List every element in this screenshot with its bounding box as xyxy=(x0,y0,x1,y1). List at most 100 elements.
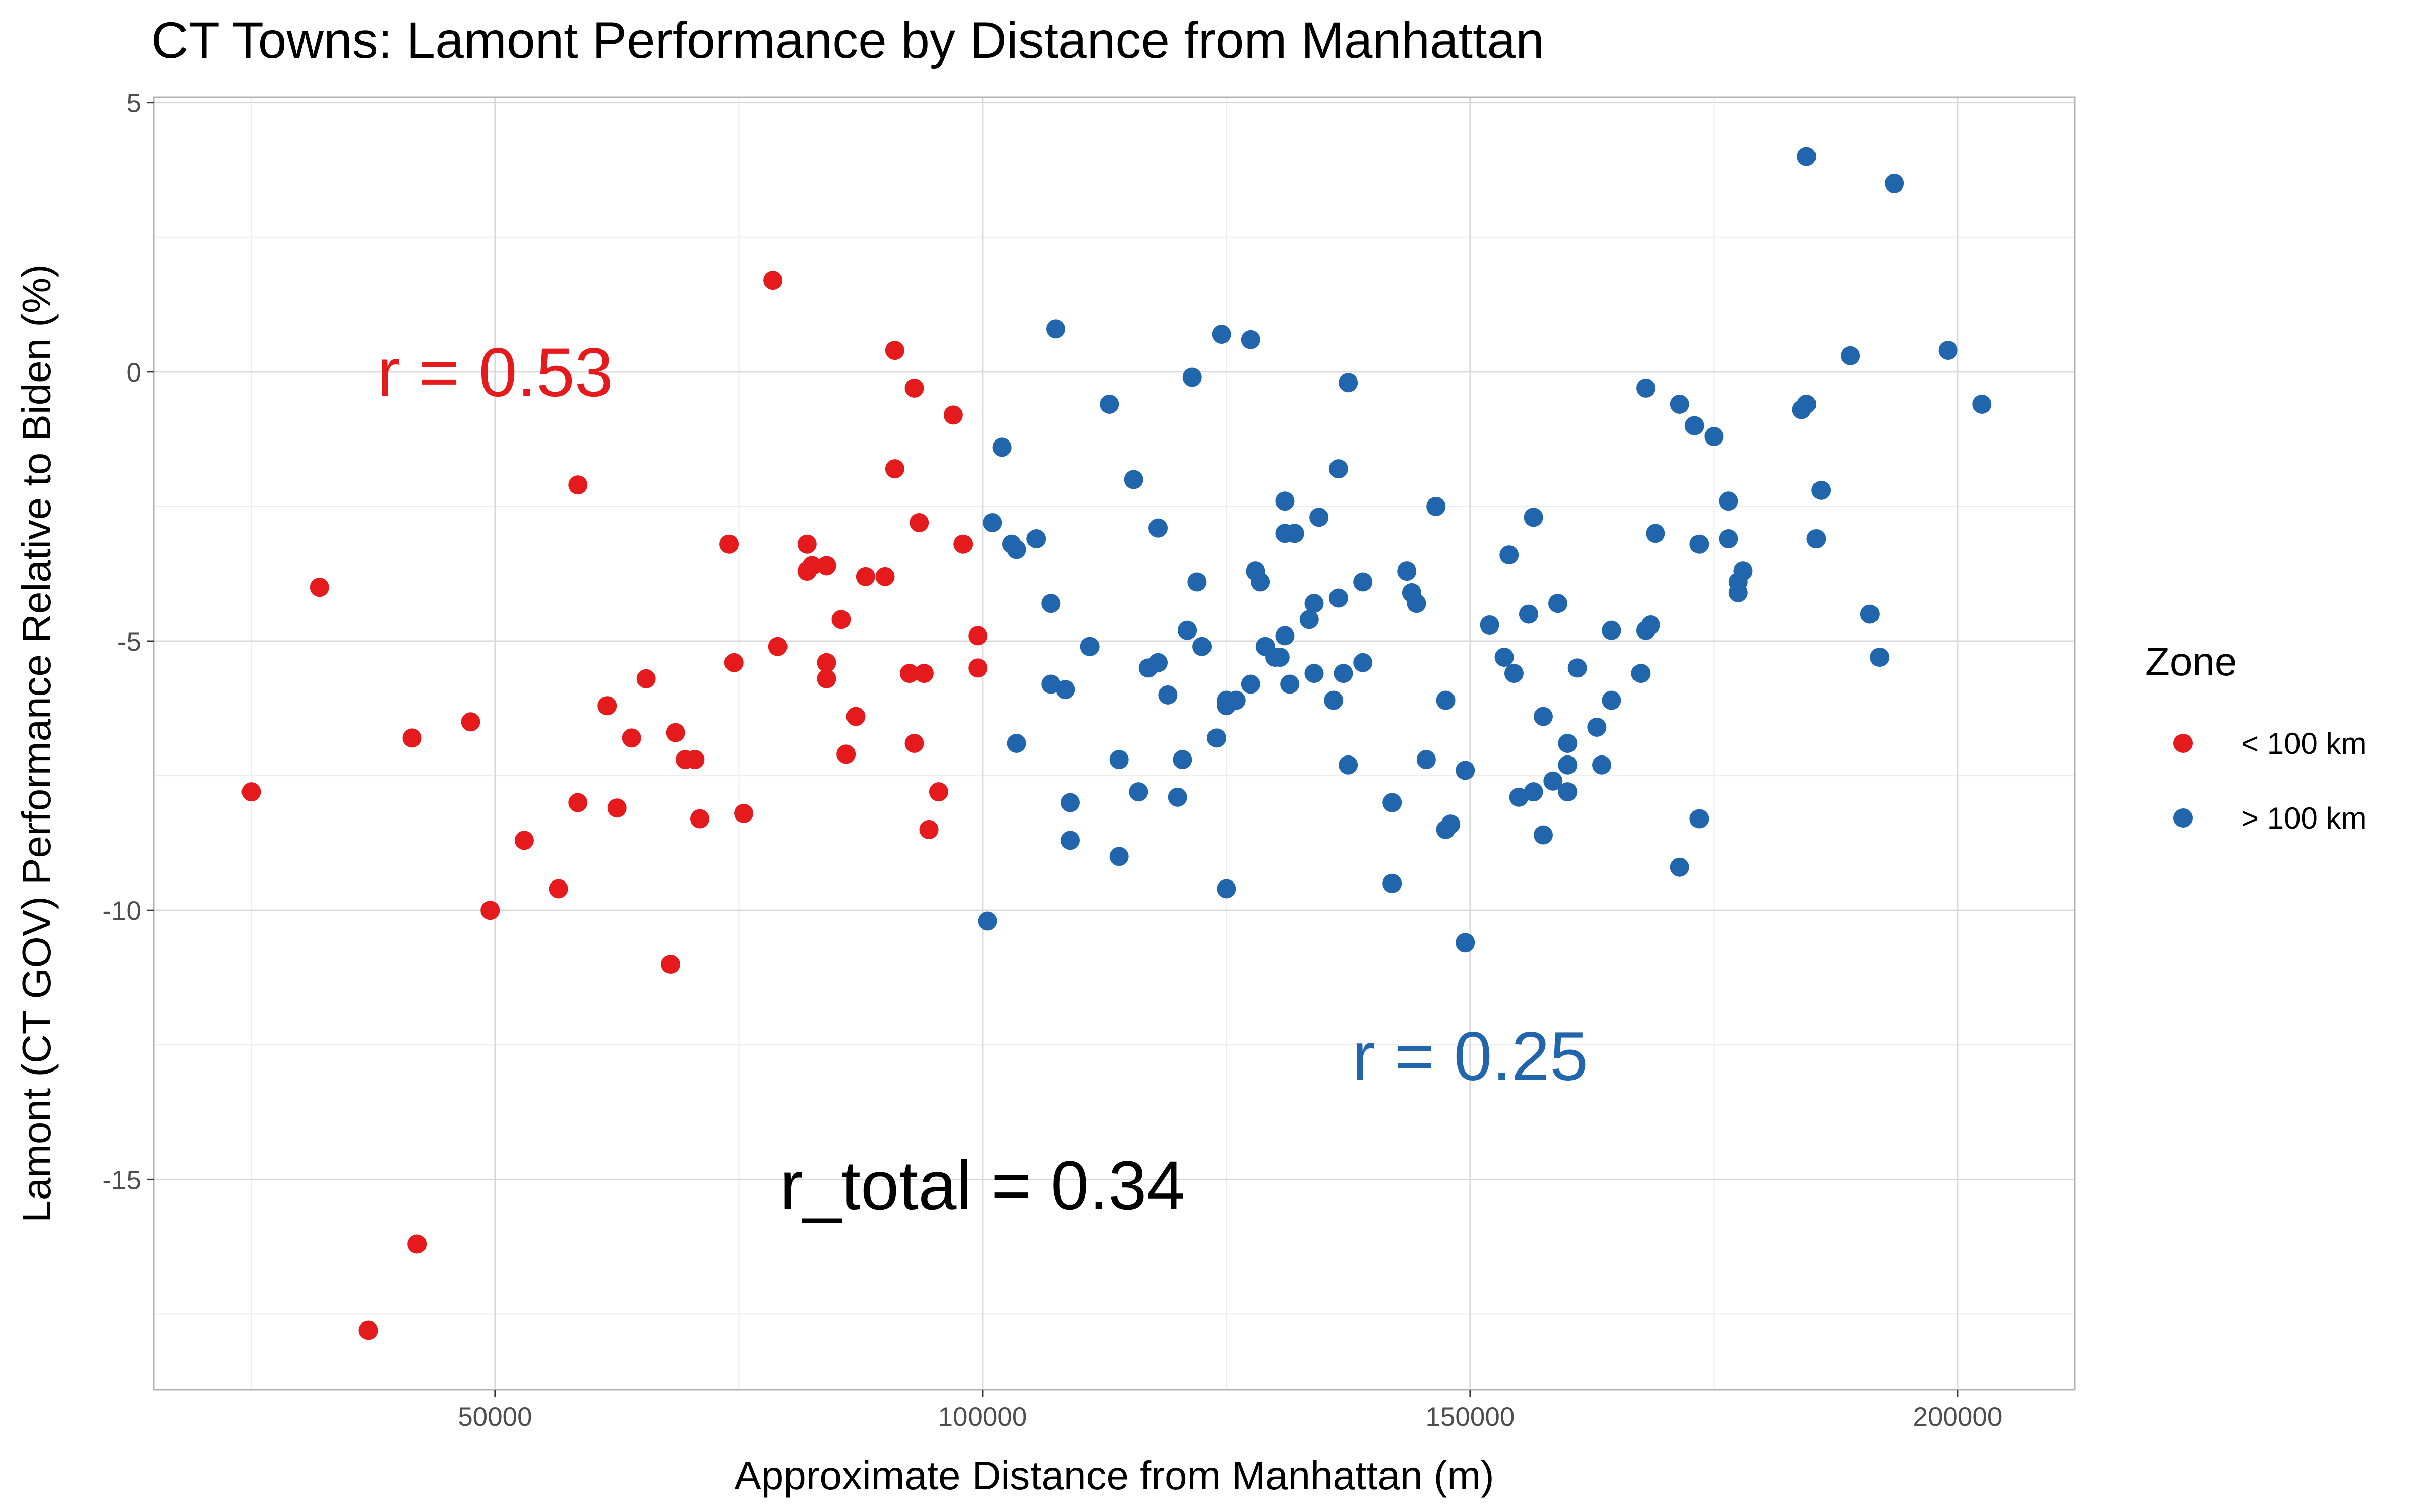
point-under-100km xyxy=(763,271,783,290)
point-over-100km xyxy=(1494,648,1514,667)
major-gridlines xyxy=(154,97,2075,1390)
point-over-100km xyxy=(1056,680,1075,700)
point-under-100km xyxy=(836,744,856,764)
correlation-annotations: r = 0.53 r = 0.25 r_total = 0.34 xyxy=(377,334,1588,1224)
point-over-100km xyxy=(1339,755,1358,775)
x-axis-ticks: 50000 100000 150000 200000 xyxy=(458,1390,2002,1432)
point-over-100km xyxy=(1275,491,1295,511)
point-over-100km xyxy=(978,911,997,931)
point-over-100km xyxy=(1407,594,1426,613)
point-over-100km xyxy=(1187,572,1207,592)
point-over-100km xyxy=(1719,529,1738,549)
point-under-100km xyxy=(622,728,641,748)
point-over-100km xyxy=(1339,373,1358,393)
point-under-100km xyxy=(914,664,934,683)
point-under-100km xyxy=(910,513,929,532)
point-under-100km xyxy=(768,637,788,656)
point-over-100km xyxy=(1148,653,1168,672)
point-over-100km xyxy=(1558,734,1578,753)
point-over-100km xyxy=(1328,588,1348,608)
y-tick-label: 5 xyxy=(127,89,141,118)
y-tick-label: -5 xyxy=(117,627,141,657)
point-under-100km xyxy=(875,566,895,586)
point-over-100km xyxy=(1285,524,1304,543)
point-under-100km xyxy=(802,556,822,576)
point-under-100km xyxy=(797,534,817,554)
point-under-100km xyxy=(549,879,568,899)
point-under-100km xyxy=(607,798,627,818)
point-under-100km xyxy=(968,626,988,646)
point-over-100km xyxy=(1670,394,1689,414)
point-over-100km xyxy=(1100,394,1119,414)
point-under-100km xyxy=(685,750,705,770)
point-under-100km xyxy=(817,653,836,672)
point-over-100km xyxy=(1602,620,1621,640)
legend-swatch-over-100km xyxy=(2173,808,2193,828)
point-over-100km xyxy=(1504,664,1524,683)
point-under-100km xyxy=(690,809,710,829)
point-over-100km xyxy=(1704,427,1724,447)
point-over-100km xyxy=(1684,416,1704,435)
point-under-100km xyxy=(724,653,744,672)
point-over-100km xyxy=(1334,664,1353,683)
point-over-100km xyxy=(1270,648,1290,667)
point-under-100km xyxy=(817,669,836,688)
point-over-100km xyxy=(1631,664,1651,683)
point-over-100km xyxy=(1080,637,1100,656)
point-over-100km xyxy=(1641,615,1660,635)
point-under-100km xyxy=(719,534,739,554)
point-over-100km xyxy=(1806,529,1826,549)
point-over-100km xyxy=(1226,690,1246,710)
point-under-100km xyxy=(885,341,904,360)
point-over-100km xyxy=(1646,524,1665,543)
point-under-100km xyxy=(734,803,754,823)
point-under-100km xyxy=(885,459,904,479)
annotation-r-total: r_total = 0.34 xyxy=(780,1147,1185,1224)
point-under-100km xyxy=(241,782,261,802)
point-over-100km xyxy=(1938,341,1958,360)
legend-swatch-under-100km xyxy=(2173,734,2193,753)
point-over-100km xyxy=(1397,561,1417,581)
point-over-100km xyxy=(1519,604,1538,624)
point-over-100km xyxy=(1353,572,1373,592)
point-under-100km xyxy=(461,712,480,732)
point-over-100km xyxy=(1251,572,1270,592)
point-over-100km xyxy=(992,437,1012,457)
point-over-100km xyxy=(1456,933,1475,953)
point-under-100km xyxy=(310,578,329,597)
legend: Zone < 100 km > 100 km xyxy=(2145,639,2366,835)
x-axis-title: Approximate Distance from Manhattan (m) xyxy=(734,1453,1494,1498)
annotation-r-over-100km: r = 0.25 xyxy=(1352,1018,1588,1095)
point-under-100km xyxy=(407,1234,427,1254)
point-over-100km xyxy=(1860,604,1880,624)
point-under-100km xyxy=(831,610,851,629)
point-under-100km xyxy=(846,707,866,726)
point-over-100km xyxy=(1124,470,1143,489)
point-over-100km xyxy=(1689,809,1709,829)
point-over-100km xyxy=(1109,750,1129,770)
point-over-100km xyxy=(1436,690,1456,710)
plot-panel-border xyxy=(153,96,2076,1391)
y-tick-label: -10 xyxy=(102,896,141,926)
point-over-100km xyxy=(1217,879,1236,899)
point-over-100km xyxy=(1426,496,1446,516)
point-over-100km xyxy=(1689,534,1709,554)
point-over-100km xyxy=(1046,319,1065,339)
point-under-100km xyxy=(929,782,948,802)
point-over-100km xyxy=(1192,637,1212,656)
point-under-100km xyxy=(856,566,875,586)
point-under-100km xyxy=(402,728,422,748)
point-over-100km xyxy=(1041,594,1061,613)
point-under-100km xyxy=(817,556,836,576)
point-over-100km xyxy=(1587,717,1607,737)
x-tick-label: 200000 xyxy=(1913,1402,2002,1432)
point-over-100km xyxy=(1592,755,1612,775)
y-axis-title: Lamont (CT GOV) Performance Relative to … xyxy=(14,264,59,1222)
point-under-100km xyxy=(943,405,963,425)
point-over-100km xyxy=(1602,690,1621,710)
point-under-100km xyxy=(904,378,924,398)
point-over-100km xyxy=(1533,825,1553,845)
point-over-100km xyxy=(1733,561,1753,581)
point-over-100km xyxy=(1870,648,1890,667)
